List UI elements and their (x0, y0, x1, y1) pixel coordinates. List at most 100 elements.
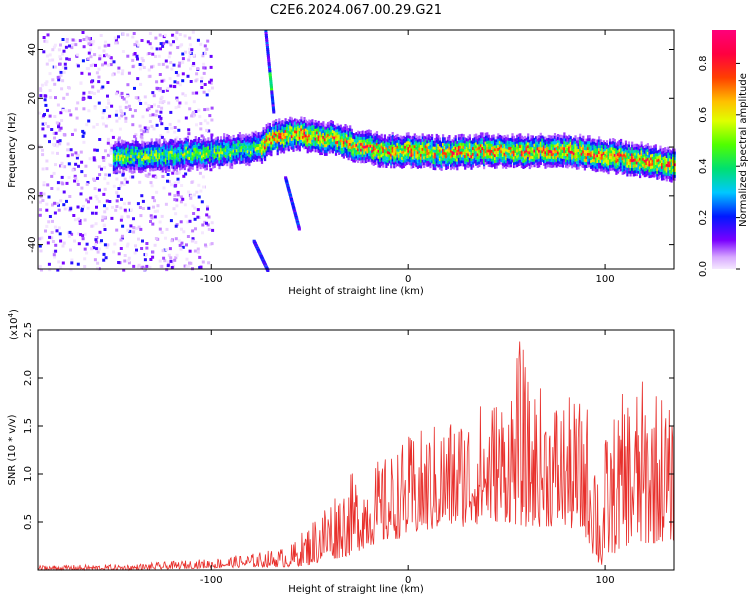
heatmap-noise-cell (206, 122, 209, 125)
heatmap-noise-cell (178, 65, 181, 68)
heatmap-noise-cell (82, 141, 85, 144)
heatmap-noise-cell (151, 184, 154, 187)
heatmap-noise-cell (94, 187, 97, 190)
heatmap-noise-cell (198, 196, 201, 199)
heatmap-noise-cell (84, 248, 87, 251)
heatmap-noise-cell (120, 219, 123, 222)
heatmap-noise-cell (123, 98, 126, 101)
heatmap-noise-cell (185, 243, 188, 246)
heatmap-noise-cell (177, 120, 180, 123)
heatmap-noise-cell (119, 106, 122, 109)
heatmap-noise-cell (82, 205, 85, 208)
heatmap-ridge-cell (275, 119, 277, 122)
heatmap-noise-cell (204, 83, 207, 86)
heatmap-ridge-cell (135, 137, 137, 140)
heatmap-noise-cell (56, 202, 59, 205)
heatmap-noise-cell (81, 208, 84, 211)
heatmap-noise-cell (68, 235, 71, 238)
heatmap-noise-cell (44, 104, 47, 107)
heatmap-noise-cell (103, 177, 106, 180)
heatmap-noise-cell (200, 82, 203, 85)
heatmap-ridge-cell (116, 169, 118, 172)
heatmap-noise-cell (56, 152, 59, 155)
heatmap-ridge-cell (370, 130, 372, 133)
heatmap-noise-cell (65, 200, 68, 203)
heatmap-noise-cell (95, 247, 98, 250)
heatmap-noise-cell (206, 108, 209, 111)
heatmap-ridge-cell (187, 139, 189, 142)
heatmap-ridge-cell (507, 135, 509, 138)
heatmap-noise-cell (90, 55, 93, 58)
heatmap-ridge-cell (598, 136, 600, 139)
heatmap-noise-cell (96, 71, 99, 74)
heatmap-noise-cell (131, 115, 134, 118)
heatmap-noise-cell (103, 204, 106, 207)
heatmap-noise-cell (69, 113, 72, 116)
heatmap-noise-cell (101, 116, 104, 119)
heatmap-noise-cell (177, 129, 180, 132)
heatmap-noise-cell (207, 261, 210, 264)
heatmap-noise-cell (147, 207, 150, 210)
figure-title: C2E6.2024.067.00.29.G21 (270, 3, 442, 18)
heatmap-noise-cell (205, 213, 208, 216)
heatmap-noise-cell (44, 230, 47, 233)
heatmap-noise-cell (80, 170, 83, 173)
heatmap-noise-cell (80, 187, 83, 190)
heatmap-noise-cell (104, 173, 107, 176)
heatmap-noise-cell (185, 117, 188, 120)
heatmap-noise-cell (117, 187, 120, 190)
heatmap-ridge-cell (217, 137, 219, 140)
heatmap-noise-cell (103, 224, 106, 227)
heatmap-noise-cell (51, 48, 54, 51)
heatmap-ridge-cell (188, 169, 190, 172)
heatmap-noise-cell (173, 259, 176, 262)
heatmap-noise-cell (117, 67, 120, 70)
heatmap-ridge-cell (174, 139, 176, 142)
heatmap-noise-cell (113, 60, 116, 63)
heatmap-noise-cell (182, 72, 185, 75)
heatmap-noise-cell (54, 66, 57, 69)
heatmap-noise-cell (165, 60, 168, 63)
heatmap-noise-cell (73, 180, 76, 183)
heatmap-noise-cell (132, 226, 135, 229)
heatmap-noise-cell (80, 81, 83, 84)
heatmap-noise-cell (137, 44, 140, 47)
heatmap-noise-cell (98, 68, 101, 71)
heatmap-noise-cell (65, 109, 68, 112)
heatmap-noise-cell (57, 260, 60, 263)
heatmap-noise-cell (54, 96, 57, 99)
heatmap-noise-cell (71, 153, 74, 156)
heatmap-noise-cell (74, 151, 77, 154)
heatmap-ridge-cell (606, 140, 608, 143)
heatmap-noise-cell (74, 163, 77, 166)
heatmap-noise-cell (142, 59, 145, 62)
heatmap-noise-cell (169, 256, 172, 259)
heatmap-noise-cell (60, 87, 63, 90)
heatmap-noise-cell (155, 237, 158, 240)
heatmap-noise-cell (189, 197, 192, 200)
heatmap-noise-cell (176, 254, 179, 257)
heatmap-noise-cell (170, 127, 173, 130)
heatmap-noise-cell (51, 220, 54, 223)
heatmap-noise-cell (188, 37, 191, 40)
heatmap-noise-cell (55, 132, 58, 135)
heatmap-ridge-cell (231, 166, 233, 169)
heatmap-ridge-cell (481, 132, 483, 135)
heatmap-noise-cell (132, 217, 135, 220)
heatmap-noise-cell (121, 235, 124, 238)
heatmap-ridge-cell (159, 139, 161, 142)
heatmap-noise-cell (124, 178, 127, 181)
heatmap-noise-cell (206, 208, 209, 211)
heatmap-ridge-cell (455, 138, 457, 141)
heatmap-noise-cell (139, 83, 142, 86)
heatmap-noise-cell (105, 125, 108, 128)
heatmap-noise-cell (160, 117, 163, 120)
heatmap-noise-cell (110, 217, 113, 220)
heatmap-noise-cell (66, 93, 69, 96)
heatmap-noise-cell (61, 182, 64, 185)
heatmap-noise-cell (62, 245, 65, 248)
heatmap-ridge-cell (628, 144, 630, 147)
heatmap-ridge-cell (456, 167, 458, 170)
heatmap-noise-cell (86, 67, 89, 70)
heatmap-noise-cell (202, 261, 205, 264)
